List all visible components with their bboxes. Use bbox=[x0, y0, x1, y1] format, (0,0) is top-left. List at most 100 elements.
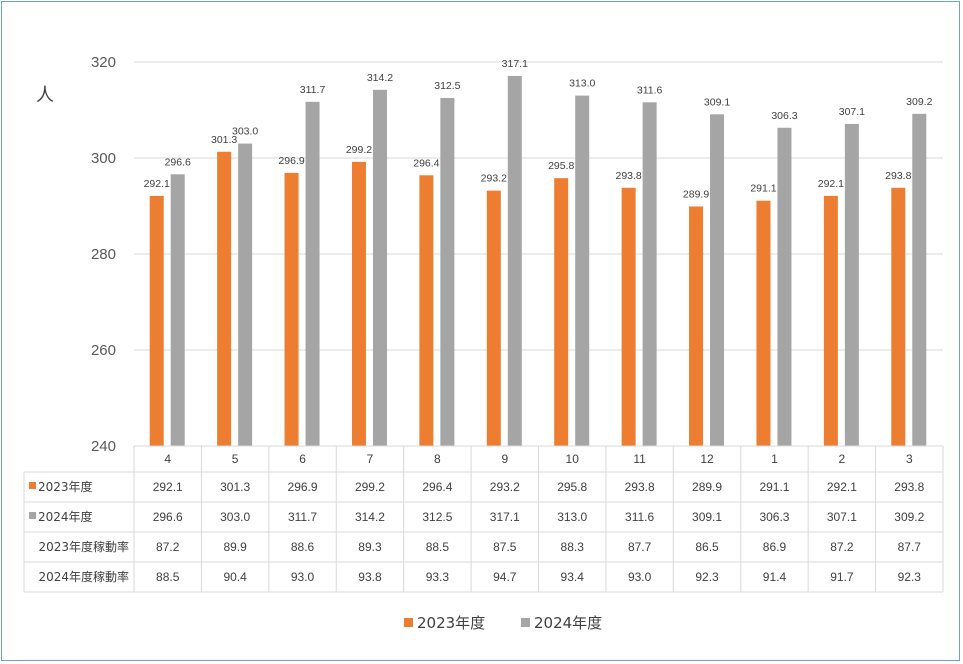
data-label: 314.2 bbox=[367, 72, 393, 84]
table-row-label: 2024年度稼動率 bbox=[38, 569, 129, 584]
bar-2024 bbox=[507, 75, 522, 447]
table-cell: 309.1 bbox=[692, 510, 722, 524]
data-label: 307.1 bbox=[839, 106, 865, 118]
table-cell: 309.2 bbox=[894, 510, 924, 524]
table-row-label: 2023年度稼動率 bbox=[38, 539, 129, 554]
table-cell: 87.2 bbox=[156, 540, 180, 554]
y-tick-label: 260 bbox=[91, 342, 116, 359]
table-cell: 90.4 bbox=[223, 570, 247, 584]
bar-2024 bbox=[777, 127, 792, 446]
bar-2023 bbox=[149, 195, 164, 446]
legend-label: 2023年度 bbox=[417, 614, 485, 632]
data-label: 301.3 bbox=[211, 134, 237, 146]
table-cell: 303.0 bbox=[220, 510, 250, 524]
y-axis-unit-label: 人 bbox=[36, 85, 54, 106]
table-cell: 88.5 bbox=[156, 570, 180, 584]
table-cell: 317.1 bbox=[490, 510, 520, 524]
data-label: 293.8 bbox=[615, 170, 641, 182]
bar-2024 bbox=[575, 95, 590, 446]
x-tick-label: 1 bbox=[771, 452, 778, 466]
bar-2023 bbox=[891, 187, 906, 446]
table-cell: 306.3 bbox=[759, 510, 789, 524]
table-cell: 87.7 bbox=[628, 540, 652, 554]
table-legend-marker bbox=[29, 512, 36, 519]
bar-2023 bbox=[621, 187, 636, 446]
bar-2024 bbox=[440, 98, 455, 446]
table-cell: 92.3 bbox=[695, 570, 719, 584]
data-label: 295.8 bbox=[548, 160, 574, 172]
legend-swatch bbox=[521, 618, 530, 627]
table-cell: 313.0 bbox=[557, 510, 587, 524]
bar-2024 bbox=[642, 102, 657, 446]
x-tick-label: 8 bbox=[434, 452, 441, 466]
data-label: 313.0 bbox=[569, 78, 595, 90]
x-tick-label: 7 bbox=[367, 452, 374, 466]
table-cell: 93.0 bbox=[628, 570, 652, 584]
data-label: 317.1 bbox=[502, 58, 528, 70]
x-tick-label: 9 bbox=[501, 452, 508, 466]
table-cell: 296.4 bbox=[422, 480, 452, 494]
data-label: 309.2 bbox=[906, 96, 932, 108]
table-cell: 292.1 bbox=[827, 480, 857, 494]
data-label: 311.6 bbox=[637, 84, 663, 96]
data-label: 292.1 bbox=[144, 178, 170, 190]
bar-2024 bbox=[238, 143, 253, 446]
table-cell: 91.4 bbox=[763, 570, 787, 584]
data-label: 296.6 bbox=[165, 156, 191, 168]
x-tick-label: 10 bbox=[566, 452, 580, 466]
x-tick-label: 6 bbox=[299, 452, 306, 466]
bar-2024 bbox=[170, 174, 185, 446]
table-row-label: 2024年度 bbox=[38, 509, 93, 524]
bar-2023 bbox=[351, 161, 366, 446]
data-label: 312.5 bbox=[434, 80, 460, 92]
table-cell: 89.9 bbox=[223, 540, 247, 554]
bar-2023 bbox=[756, 200, 771, 446]
table-cell: 291.1 bbox=[759, 480, 789, 494]
bar-2023 bbox=[284, 172, 299, 446]
bar-2024 bbox=[912, 113, 927, 446]
table-cell: 93.4 bbox=[561, 570, 585, 584]
table-cell: 307.1 bbox=[827, 510, 857, 524]
legend-swatch bbox=[404, 618, 413, 627]
table-cell: 292.1 bbox=[153, 480, 183, 494]
table-cell: 89.3 bbox=[358, 540, 382, 554]
y-tick-label: 320 bbox=[91, 54, 116, 71]
x-tick-label: 4 bbox=[164, 452, 171, 466]
data-label: 291.1 bbox=[750, 183, 776, 195]
data-label: 309.1 bbox=[704, 96, 730, 108]
bar-2023 bbox=[689, 206, 704, 446]
table-cell: 94.7 bbox=[493, 570, 517, 584]
bar-2024 bbox=[305, 101, 320, 446]
x-tick-label: 3 bbox=[906, 452, 913, 466]
data-label: 293.8 bbox=[885, 170, 911, 182]
table-cell: 293.8 bbox=[625, 480, 655, 494]
legend-label: 2024年度 bbox=[534, 614, 602, 632]
table-cell: 296.6 bbox=[153, 510, 183, 524]
bar-2024 bbox=[710, 114, 725, 446]
table-cell: 88.6 bbox=[291, 540, 315, 554]
data-label: 303.0 bbox=[232, 126, 258, 138]
bar-2023 bbox=[217, 151, 232, 446]
bar-2024 bbox=[372, 89, 387, 446]
table-cell: 311.6 bbox=[625, 510, 654, 524]
table-cell: 289.9 bbox=[692, 480, 722, 494]
table-cell: 312.5 bbox=[422, 510, 452, 524]
bar-2023 bbox=[554, 178, 569, 446]
table-cell: 86.9 bbox=[763, 540, 787, 554]
table-cell: 88.3 bbox=[561, 540, 585, 554]
table-cell: 299.2 bbox=[355, 480, 385, 494]
y-tick-label: 280 bbox=[91, 246, 116, 263]
table-cell: 93.0 bbox=[291, 570, 315, 584]
table-cell: 91.7 bbox=[830, 570, 854, 584]
table-cell: 87.5 bbox=[493, 540, 517, 554]
data-label: 289.9 bbox=[683, 188, 709, 200]
table-cell: 314.2 bbox=[355, 510, 385, 524]
table-cell: 88.5 bbox=[426, 540, 450, 554]
x-tick-label: 2 bbox=[839, 452, 846, 466]
table-cell: 93.8 bbox=[358, 570, 382, 584]
bar-2024 bbox=[844, 123, 859, 447]
table-row-label: 2023年度 bbox=[38, 479, 93, 494]
table-cell: 311.7 bbox=[288, 510, 317, 524]
x-tick-label: 11 bbox=[633, 452, 646, 466]
